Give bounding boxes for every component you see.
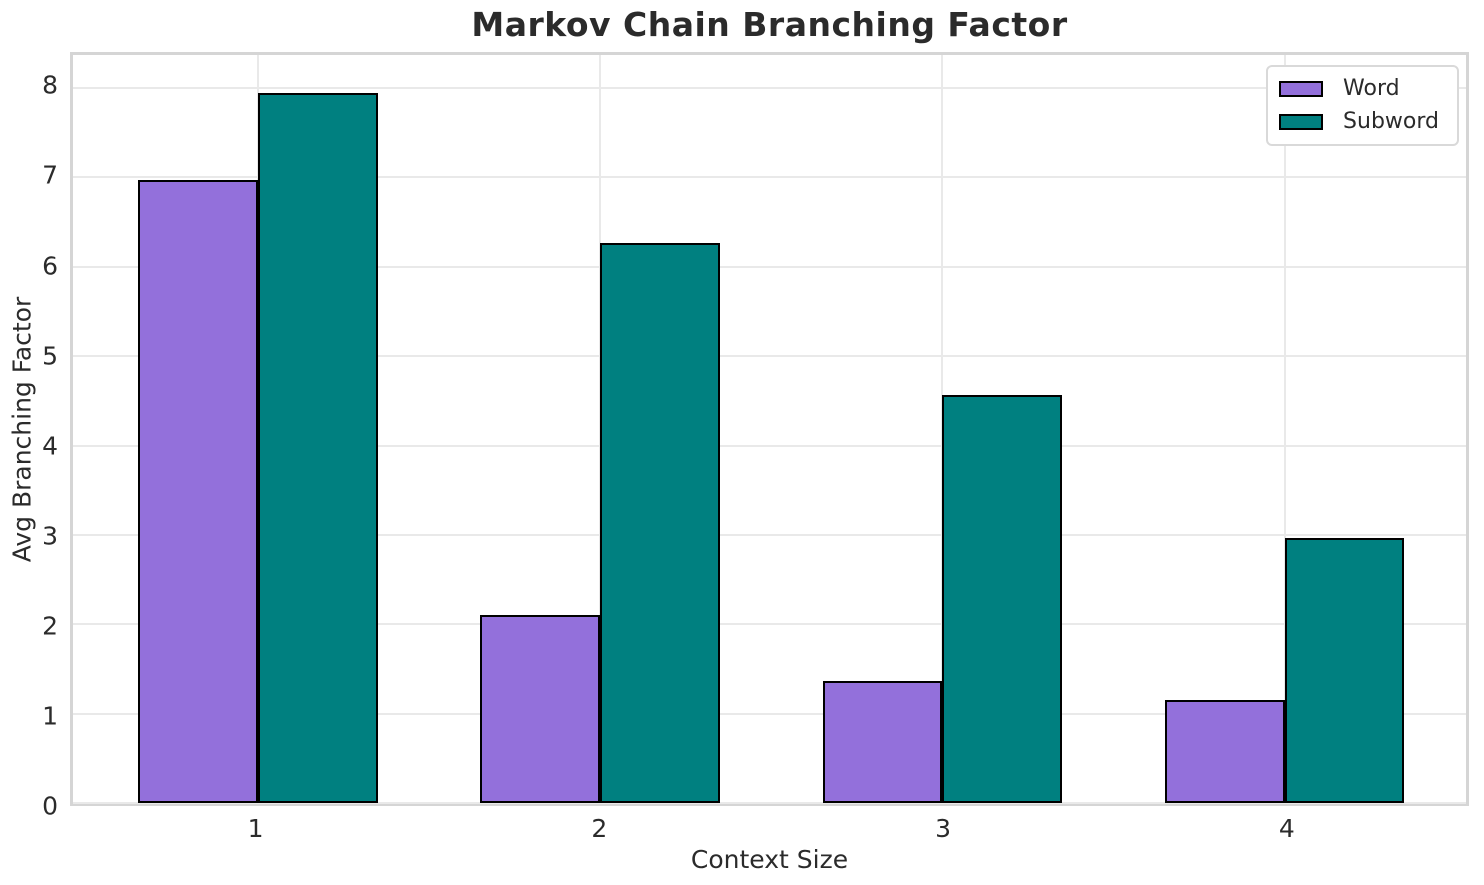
- y-tick-label: 0: [42, 791, 58, 821]
- y-tick-label: 6: [42, 251, 58, 280]
- legend-label-word: Word: [1343, 76, 1400, 101]
- h-gridline: [73, 265, 1466, 268]
- h-gridline: [73, 533, 1466, 536]
- y-tick-label: 4: [42, 431, 58, 461]
- h-gridline: [73, 712, 1466, 715]
- chart-title: Markov Chain Branching Factor: [471, 5, 1068, 44]
- y-tick-label: 7: [42, 160, 58, 190]
- h-gridline: [73, 176, 1466, 179]
- bar-subword-3: [942, 394, 1063, 803]
- bar-subword-4: [1284, 538, 1405, 803]
- x-tick-label: 1: [247, 814, 264, 843]
- bar-word-2: [480, 615, 601, 803]
- x-tick-label: 4: [1278, 814, 1295, 843]
- legend-label-subword: Subword: [1343, 109, 1439, 135]
- y-tick-label: 3: [42, 521, 58, 551]
- h-gridline: [73, 355, 1466, 358]
- x-tick-label: 3: [935, 814, 952, 843]
- legend-entry-subword: Subword: [1279, 109, 1439, 134]
- x-tick-label: 2: [591, 814, 608, 843]
- v-gridline: [1283, 55, 1286, 803]
- legend-entry-word: Word: [1279, 76, 1439, 101]
- x-axis-label: Context Size: [690, 845, 849, 874]
- y-tick-label: 2: [42, 611, 58, 641]
- h-gridline: [73, 802, 1466, 804]
- bar-subword-2: [600, 242, 720, 803]
- h-gridline: [73, 444, 1466, 447]
- x-tick-labels: 1 2 3 4: [70, 816, 1469, 846]
- y-tick-label: 1: [42, 701, 58, 731]
- y-tick-labels: 0 1 2 3 4 5 6 7 8: [0, 52, 58, 819]
- bar-word-4: [1164, 700, 1285, 803]
- h-gridline: [73, 87, 1466, 90]
- plot-area: Word Subword: [70, 52, 1469, 806]
- subword-swatch-icon: [1279, 113, 1324, 130]
- legend: Word Subword: [1266, 65, 1459, 146]
- word-swatch-icon: [1279, 80, 1324, 97]
- y-tick-label: 8: [42, 70, 58, 100]
- bar-word-1: [138, 180, 258, 803]
- bar-subword-1: [257, 92, 378, 803]
- bar-word-3: [822, 680, 943, 803]
- h-gridline: [73, 623, 1466, 626]
- y-tick-label: 5: [42, 341, 58, 371]
